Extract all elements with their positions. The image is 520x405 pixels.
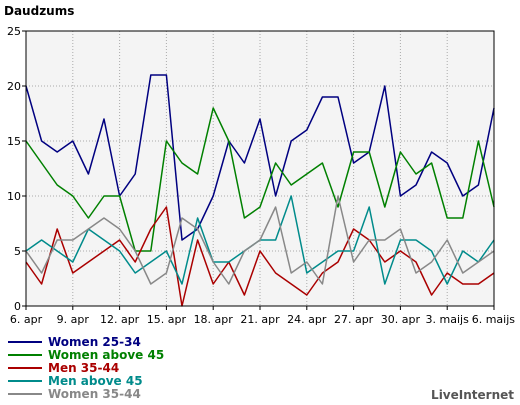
legend-entry: Men 35-44 xyxy=(48,361,119,375)
y-tick-label: 20 xyxy=(7,80,21,93)
y-tick-label: 15 xyxy=(7,135,21,148)
axes-frame xyxy=(25,30,495,307)
series-line xyxy=(25,195,495,285)
y-tick-label: 0 xyxy=(14,300,21,313)
x-tick-label: 3. maijs xyxy=(426,313,470,326)
series-line xyxy=(25,74,495,241)
x-tick-label: 24. apr xyxy=(287,313,327,326)
x-tick-label: 9. apr xyxy=(57,313,90,326)
chart-title: Daudzums xyxy=(4,4,74,18)
series-lines xyxy=(25,74,495,307)
axes xyxy=(25,30,495,307)
x-tick-label: 30. apr xyxy=(381,313,421,326)
series-line xyxy=(25,206,495,307)
x-tick-label: 15. apr xyxy=(147,313,187,326)
x-tick-label: 12. apr xyxy=(100,313,140,326)
legend-entry: Men above 45 xyxy=(48,374,143,388)
x-tick-label: 18. apr xyxy=(194,313,234,326)
legend-entry: Women 35-44 xyxy=(48,387,141,401)
legend-entry: Women above 45 xyxy=(48,348,164,362)
x-axis-ticks: 6. apr 9. apr 12. apr 15. apr 18. apr 21. apr… xyxy=(10,306,515,326)
legend-entry: Women 25-34 xyxy=(48,335,141,349)
x-tick-label: 6. maijs xyxy=(472,313,516,326)
brand-label: LiveInternet xyxy=(431,388,514,402)
y-tick-label: 5 xyxy=(14,245,21,258)
series-line xyxy=(25,107,495,252)
y-tick-label: 25 xyxy=(7,25,21,38)
x-tick-label: 6. apr xyxy=(10,313,43,326)
y-tick-label: 10 xyxy=(7,190,21,203)
x-tick-label: 21. apr xyxy=(240,313,280,326)
x-tick-label: 27. apr xyxy=(334,313,374,326)
y-axis-ticks: 0 5 10 15 20 25 xyxy=(7,25,26,313)
